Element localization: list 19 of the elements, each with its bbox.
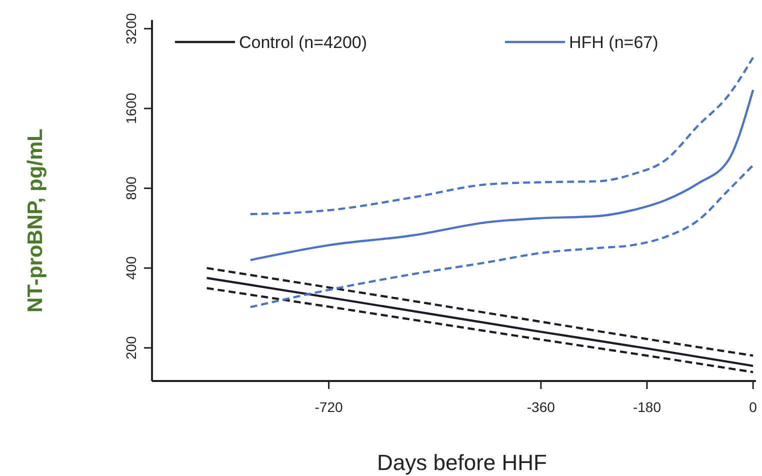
legend-label: Control (n=4200) bbox=[239, 33, 368, 52]
y-tick-label: 1600 bbox=[123, 92, 139, 124]
x-tick-label: -720 bbox=[314, 399, 343, 415]
line-series bbox=[249, 88, 754, 262]
y-tick-label: 400 bbox=[123, 256, 139, 280]
x-tick-label: 0 bbox=[749, 399, 758, 415]
line-series bbox=[249, 56, 754, 216]
y-axis-title: NT-proBNP, pg/mL bbox=[24, 128, 47, 312]
line-series bbox=[249, 164, 754, 308]
line-series bbox=[206, 266, 754, 357]
line-series bbox=[206, 287, 754, 374]
x-axis-title: Days before HHF bbox=[377, 450, 547, 475]
y-tick-label: 200 bbox=[123, 336, 139, 360]
line-series bbox=[206, 276, 754, 368]
x-tick-label: -180 bbox=[632, 399, 662, 415]
y-tick-label: 800 bbox=[123, 176, 139, 200]
x-tick-label: -360 bbox=[526, 399, 556, 415]
legend-label: HFH (n=67) bbox=[569, 33, 658, 52]
y-tick-label: 3200 bbox=[123, 12, 139, 44]
